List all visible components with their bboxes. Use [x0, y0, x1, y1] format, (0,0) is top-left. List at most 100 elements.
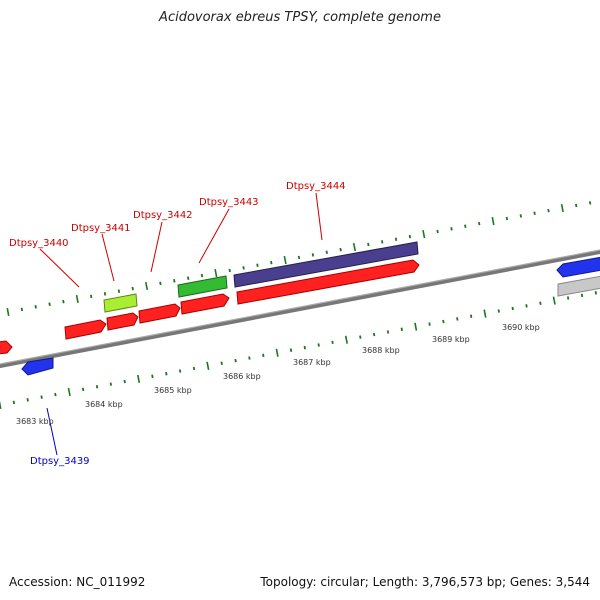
- major-tick: [491, 216, 495, 226]
- minor-tick: [81, 387, 85, 392]
- scale-label: 3688 kbp: [362, 346, 400, 355]
- minor-tick: [234, 358, 237, 363]
- minor-tick: [394, 237, 398, 241]
- minor-tick: [34, 305, 37, 309]
- gene-label-dtpsy-3440: Dtpsy_3440: [9, 238, 69, 249]
- gene-purple-dtpsy-3444[interactable]: [233, 241, 419, 288]
- minor-tick: [428, 322, 431, 326]
- minor-tick: [317, 343, 320, 347]
- minor-tick: [331, 340, 334, 345]
- gene-blue-right[interactable]: [556, 256, 600, 278]
- minor-tick: [519, 214, 522, 218]
- minor-tick: [187, 276, 190, 280]
- minor-tick: [303, 345, 306, 350]
- minor-tick: [372, 332, 376, 337]
- minor-tick: [539, 301, 542, 305]
- minor-tick: [533, 211, 536, 215]
- gene-red-3[interactable]: [138, 303, 181, 324]
- minor-tick: [297, 255, 301, 260]
- minor-tick: [367, 242, 370, 247]
- minor-tick: [436, 229, 439, 234]
- gene-label-dtpsy-3444: Dtpsy_3444: [286, 181, 346, 192]
- minor-tick: [159, 281, 162, 286]
- label-leaders: [39, 192, 323, 456]
- minor-tick: [478, 221, 481, 226]
- minor-tick: [594, 291, 597, 295]
- minor-tick: [262, 353, 265, 358]
- major-tick: [344, 335, 348, 344]
- minor-tick: [566, 296, 570, 300]
- gene-blue-dtpsy-3439[interactable]: [21, 357, 54, 376]
- minor-tick: [228, 268, 231, 273]
- minor-tick: [497, 309, 500, 313]
- minor-tick: [62, 299, 65, 304]
- gene-green-dtpsy-3443[interactable]: [177, 275, 228, 298]
- gene-red-5[interactable]: [236, 259, 420, 305]
- minor-tick: [511, 306, 514, 311]
- major-tick: [552, 296, 556, 305]
- gene-red-leftedge[interactable]: [0, 340, 13, 355]
- minor-tick: [386, 330, 390, 334]
- minor-tick: [359, 335, 362, 339]
- scale-label: 3683 kbp: [16, 417, 54, 426]
- gene-label-dtpsy-3439: Dtpsy_3439: [30, 456, 90, 467]
- minor-tick: [464, 224, 467, 228]
- genome-backbone: [0, 250, 600, 368]
- minor-tick: [54, 392, 57, 397]
- minor-tick: [95, 385, 99, 389]
- accession-text: Accession: NC_011992: [9, 575, 146, 589]
- major-tick: [560, 203, 564, 213]
- minor-tick: [220, 361, 223, 365]
- major-tick: [422, 229, 426, 239]
- major-tick: [352, 242, 356, 252]
- minor-tick: [588, 201, 592, 205]
- lower-scale-ticks: [0, 291, 597, 410]
- minor-tick: [456, 317, 459, 321]
- scale-label: 3685 kbp: [154, 386, 192, 395]
- minor-tick: [442, 319, 445, 324]
- major-tick: [137, 374, 141, 383]
- gene-red-4[interactable]: [180, 293, 230, 315]
- minor-tick: [525, 304, 528, 308]
- major-tick: [483, 309, 487, 318]
- minor-tick: [192, 366, 196, 371]
- minor-tick: [109, 382, 112, 386]
- minor-tick: [311, 253, 315, 257]
- minor-tick: [256, 263, 259, 267]
- minor-tick: [173, 279, 176, 283]
- minor-tick: [381, 240, 384, 244]
- scale-label: 3689 kbp: [432, 335, 470, 344]
- major-tick: [0, 400, 2, 410]
- gene-red-1[interactable]: [64, 319, 107, 340]
- minor-tick: [151, 374, 154, 379]
- minor-tick: [580, 293, 584, 298]
- minor-tick: [48, 302, 51, 306]
- scale-label: 3690 kbp: [502, 323, 540, 332]
- major-tick: [206, 361, 210, 370]
- upper-scale-ticks: [6, 201, 592, 317]
- minor-tick: [547, 208, 550, 213]
- minor-tick: [469, 314, 473, 318]
- minor-tick: [408, 234, 412, 239]
- major-tick: [414, 322, 418, 331]
- minor-tick: [26, 398, 29, 402]
- minor-tick: [178, 369, 182, 373]
- major-tick: [283, 255, 287, 265]
- gene-red-2[interactable]: [106, 312, 139, 331]
- gene-label-dtpsy-3443: Dtpsy_3443: [199, 197, 259, 208]
- major-tick: [214, 268, 218, 278]
- minor-tick: [117, 289, 121, 293]
- scale-label: 3687 kbp: [293, 358, 331, 367]
- gene-label-dtpsy-3442: Dtpsy_3442: [133, 210, 193, 221]
- major-tick: [75, 294, 79, 304]
- gene-lime-dtpsy-3441[interactable]: [103, 293, 138, 313]
- minor-tick: [289, 348, 293, 352]
- minor-tick: [575, 203, 578, 208]
- minor-tick: [248, 356, 251, 360]
- minor-tick: [242, 266, 245, 270]
- minor-tick: [400, 327, 403, 332]
- gene-gray-right[interactable]: [557, 275, 600, 297]
- map-title: Acidovorax ebreus TPSY, complete genome: [159, 10, 441, 25]
- gene-label-dtpsy-3441: Dtpsy_3441: [71, 223, 131, 234]
- major-tick: [145, 281, 149, 291]
